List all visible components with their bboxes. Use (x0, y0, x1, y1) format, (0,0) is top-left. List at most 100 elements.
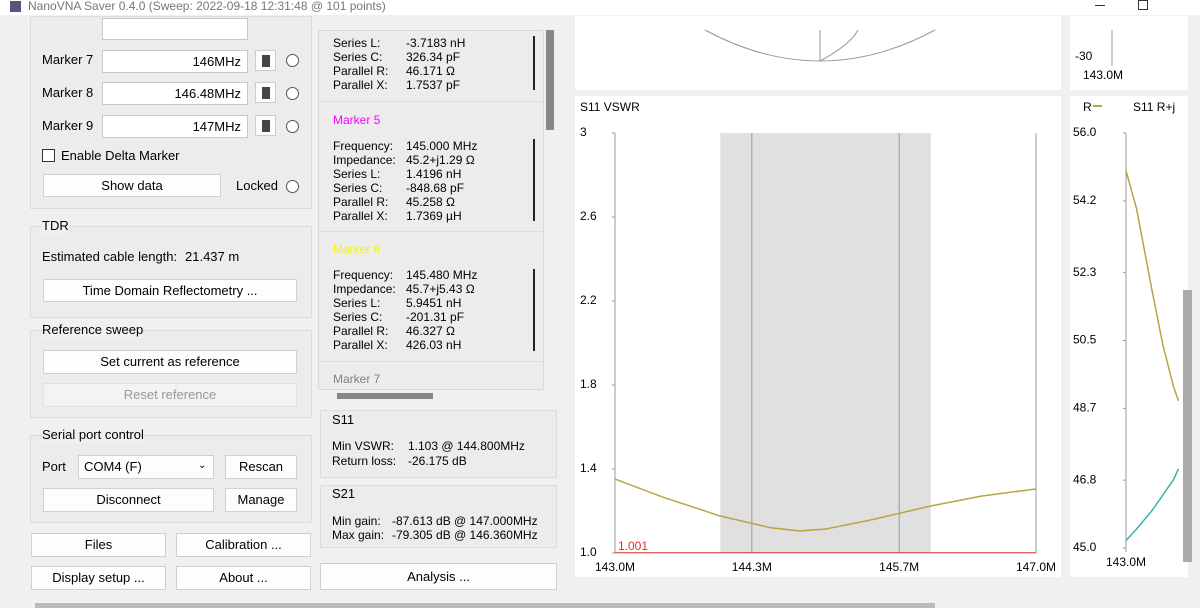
x-tick-label: 143.0M (1106, 555, 1146, 569)
right-scrollbar[interactable] (1183, 290, 1192, 562)
s21-box (320, 485, 557, 548)
marker-radio[interactable] (286, 87, 299, 100)
top-right-panel (1070, 16, 1188, 90)
detail-value: -848.68 pF (406, 181, 465, 195)
reset-reference-button: Reset reference (43, 383, 297, 407)
maximize-button[interactable] (1138, 0, 1148, 10)
box-title: S21 (332, 486, 356, 501)
manage-button[interactable]: Manage (225, 488, 297, 512)
group-title: Reference sweep (42, 322, 144, 338)
disconnect-button[interactable]: Disconnect (43, 488, 214, 512)
marker-frequency-input[interactable]: 146.48MHz (102, 82, 248, 105)
s11-label: Min VSWR: (332, 439, 395, 453)
y-tick-label: 46.8 (1073, 472, 1097, 486)
detail-label: Impedance: (333, 282, 396, 296)
y-tick-label: 50.5 (1073, 333, 1097, 347)
detail-bar (533, 269, 535, 351)
s21-label: Max gain: (332, 528, 385, 542)
marker-radio[interactable] (286, 54, 299, 67)
y-tick-label: 54.2 (1073, 193, 1097, 207)
marker-input-partial[interactable] (102, 18, 248, 40)
cable-label: Estimated cable length: (42, 249, 178, 264)
show-data-button[interactable]: Show data (43, 174, 221, 197)
marker-color-button[interactable] (255, 115, 276, 136)
y-tick-label: 56.0 (1073, 125, 1097, 139)
rescan-button[interactable]: Rescan (225, 455, 297, 479)
marker-frequency-input[interactable]: 146MHz (102, 50, 248, 73)
smith-chart-panel (575, 16, 1061, 90)
detail-label: Frequency: (333, 268, 394, 282)
s21-value: -79.305 dB @ 146.360MHz (392, 528, 538, 542)
marker-label: Marker 8 (42, 85, 94, 100)
marker-frequency-input[interactable]: 147MHz (102, 115, 248, 138)
y-tick-label: 45.0 (1073, 540, 1097, 554)
details-hscroll[interactable] (337, 393, 433, 399)
minimize-button[interactable] (1095, 5, 1105, 6)
set-reference-button[interactable]: Set current as reference (43, 350, 297, 374)
marker-color-button[interactable] (255, 82, 276, 103)
detail-value: 46.327 Ω (406, 324, 456, 338)
y-tick-label: 1.0 (580, 545, 597, 559)
marker-title: Marker 7 (333, 372, 381, 386)
detail-value: -201.31 pF (406, 310, 465, 324)
y-tick-label: 2.2 (580, 293, 597, 307)
port-label: Port (42, 459, 66, 474)
detail-label: Series C: (333, 181, 383, 195)
detail-value: 1.4196 nH (406, 167, 462, 181)
marker-title: Marker 5 (333, 113, 381, 127)
port-combo[interactable]: COM4 (F) (78, 455, 214, 479)
detail-label: Series C: (333, 310, 383, 324)
detail-value: 326.34 pF (406, 50, 461, 64)
series-line (1125, 468, 1180, 541)
detail-value: -3.7183 nH (406, 36, 466, 50)
display-setup-button[interactable]: Display setup ... (31, 566, 166, 590)
separator (319, 361, 543, 362)
delta-label: Enable Delta Marker (61, 148, 180, 163)
detail-value: 1.7369 µH (406, 209, 462, 223)
detail-bar (533, 139, 535, 221)
top-y-tick-label: -30 (1075, 49, 1093, 63)
marker-label: Marker 9 (42, 118, 94, 133)
legend-label: S11 R+j (1133, 100, 1175, 114)
x-tick-label: 147.0M (1016, 560, 1056, 574)
detail-label: Parallel X: (333, 338, 388, 352)
y-tick-label: 3 (580, 125, 587, 139)
s11-box (320, 410, 557, 478)
detail-value: 1.7537 pF (406, 78, 461, 92)
bottom-scrollbar[interactable] (35, 603, 935, 608)
detail-label: Impedance: (333, 153, 396, 167)
analysis-button[interactable]: Analysis ... (320, 563, 557, 590)
detail-value: 145.480 MHz (406, 268, 478, 282)
detail-label: Parallel X: (333, 78, 388, 92)
calibration-button[interactable]: Calibration ... (176, 533, 311, 557)
files-button[interactable]: Files (31, 533, 166, 557)
detail-label: Parallel R: (333, 195, 389, 209)
series-line (1125, 170, 1180, 402)
marker-label: Marker 7 (42, 52, 94, 67)
detail-value: 45.7+j5.43 Ω (406, 282, 475, 296)
detail-value: 45.258 Ω (406, 195, 456, 209)
box-title: S11 (332, 412, 355, 427)
about-button[interactable]: About ... (176, 566, 311, 590)
reference-label: 1.001 (618, 539, 648, 553)
details-vscroll[interactable] (546, 30, 554, 130)
detail-value: 145.000 MHz (406, 139, 478, 153)
detail-bar (533, 36, 535, 90)
y-tick-label: 1.4 (580, 461, 597, 475)
marker-radio[interactable] (286, 120, 299, 133)
detail-value: 45.2+j1.29 Ω (406, 153, 475, 167)
locked-radio[interactable] (286, 180, 299, 193)
delta-checkbox[interactable] (42, 149, 55, 162)
cable-value: 21.437 m (185, 249, 240, 264)
detail-label: Series L: (333, 167, 381, 181)
tdr-button[interactable]: Time Domain Reflectometry ... (43, 279, 297, 302)
separator (319, 231, 543, 232)
plot-group (1123, 132, 1180, 552)
y-tick-label: 52.3 (1073, 265, 1097, 279)
tdr-group (30, 226, 312, 318)
detail-label: Parallel R: (333, 64, 389, 78)
marker-color-button[interactable] (255, 50, 276, 71)
separator (319, 101, 543, 102)
